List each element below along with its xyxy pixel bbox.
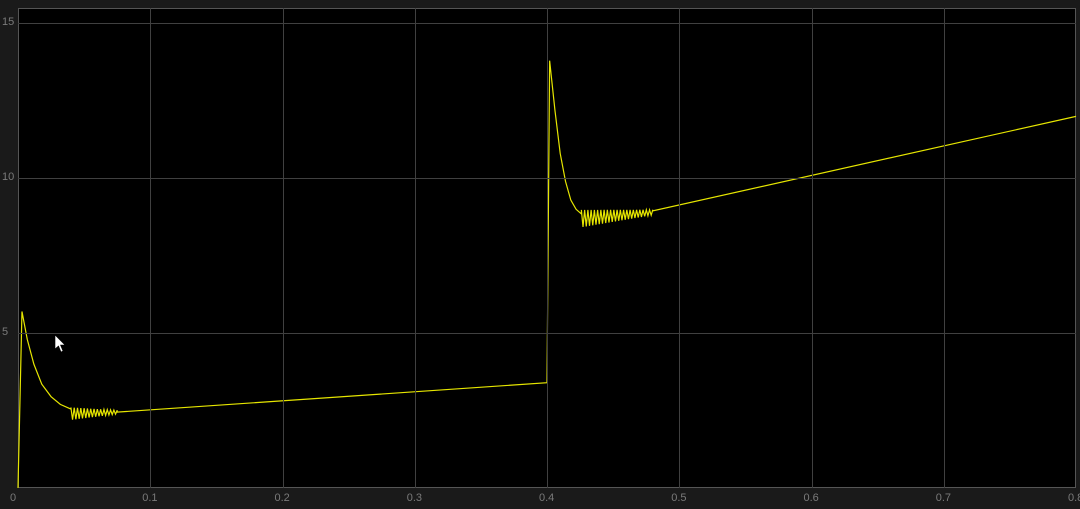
scope-chart: 0 0.1 0.2 0.3 0.4 0.5 0.6 0.7 0.8 5 10 15 bbox=[0, 0, 1080, 509]
x-tick-label: 0.2 bbox=[275, 492, 290, 504]
x-tick-label: 0 bbox=[10, 492, 16, 504]
y-tick-label: 15 bbox=[2, 16, 14, 28]
signal-line bbox=[0, 0, 1080, 509]
x-tick-label: 0.5 bbox=[671, 492, 686, 504]
grid-vline bbox=[547, 8, 548, 488]
grid-vline bbox=[150, 8, 151, 488]
grid-vline bbox=[944, 8, 945, 488]
x-tick-label: 0.1 bbox=[142, 492, 157, 504]
grid-hline bbox=[18, 178, 1076, 179]
grid-vline bbox=[812, 8, 813, 488]
x-tick-label: 0.4 bbox=[539, 492, 554, 504]
grid-vline bbox=[679, 8, 680, 488]
y-tick-label: 5 bbox=[2, 326, 8, 338]
x-tick-label: 0.3 bbox=[407, 492, 422, 504]
grid-vline bbox=[415, 8, 416, 488]
grid-hline bbox=[18, 333, 1076, 334]
x-tick-label: 0.7 bbox=[936, 492, 951, 504]
grid-vline bbox=[283, 8, 284, 488]
x-tick-label: 0.6 bbox=[804, 492, 819, 504]
grid-hline bbox=[18, 23, 1076, 24]
x-tick-label: 0.8 bbox=[1068, 492, 1080, 504]
y-tick-label: 10 bbox=[2, 171, 14, 183]
